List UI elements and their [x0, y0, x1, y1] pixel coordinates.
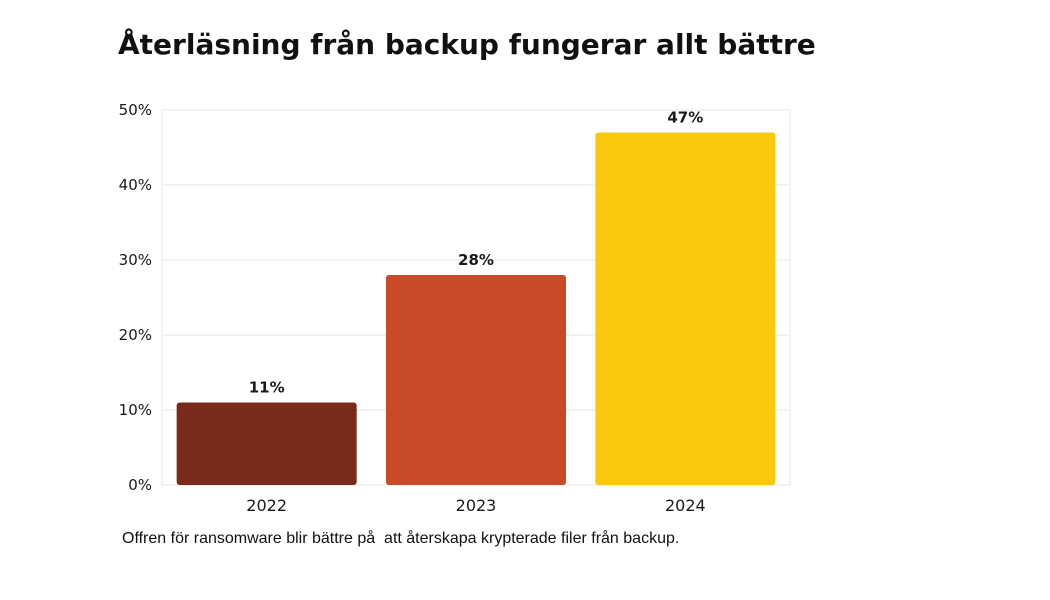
data-label: 47% — [667, 109, 703, 127]
y-axis-ticks: 0% 10% 20% 30% 40% 50% — [119, 101, 152, 494]
x-tick-label: 2022 — [246, 496, 287, 515]
page-title: Återläsning från backup fungerar allt bä… — [118, 28, 816, 61]
bar — [595, 132, 776, 485]
y-tick-label: 40% — [119, 176, 152, 194]
chart-caption: Offren för ransomware blir bättre på att… — [122, 530, 680, 547]
data-labels: 11% 28% 47% — [249, 109, 704, 397]
data-label: 28% — [458, 251, 494, 269]
y-tick-label: 0% — [128, 476, 152, 494]
x-tick-label: 2023 — [456, 496, 497, 515]
data-label: 11% — [249, 379, 285, 397]
y-tick-label: 30% — [119, 251, 152, 269]
bars — [176, 132, 776, 485]
y-tick-label: 20% — [119, 326, 152, 344]
bar-chart: 0% 10% 20% 30% 40% 50% 11% 28% 47% 2022 2023 2024 — [119, 101, 791, 515]
y-tick-label: 50% — [119, 101, 152, 119]
x-axis-ticks: 2022 2023 2024 — [246, 496, 705, 515]
x-tick-label: 2024 — [665, 496, 706, 515]
y-tick-label: 10% — [119, 401, 152, 419]
bar — [176, 402, 357, 485]
bar — [385, 275, 567, 485]
